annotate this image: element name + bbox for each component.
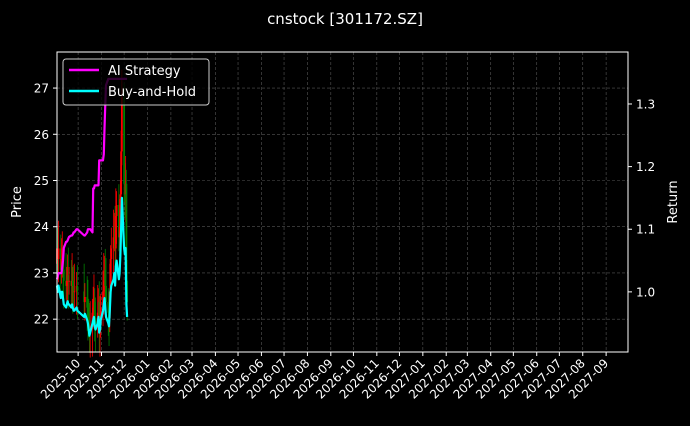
candle-body <box>112 237 115 249</box>
candle-body <box>71 280 74 286</box>
candle-body <box>76 285 79 292</box>
candle-body <box>65 280 68 286</box>
candle-body <box>120 151 123 195</box>
candle-body <box>119 194 122 227</box>
candle-body <box>62 269 65 281</box>
candle-body <box>86 296 89 308</box>
legend-label-ai-strategy: AI Strategy <box>108 64 181 79</box>
candle-body <box>107 302 110 313</box>
candle-body <box>105 285 107 303</box>
candle-body <box>68 280 70 282</box>
right-y-tick-label: 1.0 <box>636 285 655 299</box>
legend-label-buy-and-hold: Buy-and-Hold <box>108 85 196 100</box>
left-y-tick-label: 23 <box>34 266 49 280</box>
candle-body <box>120 97 123 152</box>
left-y-label: Price <box>10 186 25 218</box>
x-axis: 2025-102025-112025-122026-012026-022026-… <box>38 352 611 402</box>
candle-body <box>83 291 86 303</box>
candle-body <box>102 291 104 308</box>
candle-body <box>104 269 107 286</box>
candle-body <box>115 205 118 217</box>
right-y-tick-label: 1.2 <box>636 160 655 174</box>
candle-body <box>84 296 86 303</box>
left-y-tick-label: 22 <box>34 313 49 327</box>
candle-body <box>72 285 75 292</box>
candle-body <box>87 312 90 324</box>
candle-body <box>118 226 121 238</box>
candle-body <box>123 97 126 184</box>
candle-body <box>92 307 95 313</box>
candle-body <box>125 183 128 281</box>
left-y-tick-label: 25 <box>34 174 49 188</box>
left-y-axis: 22 23 24 25 26 27 <box>34 82 57 327</box>
series-line-buy-and-hold <box>55 196 129 337</box>
candle-body <box>67 275 70 281</box>
plot-frame <box>56 51 629 353</box>
candle-body <box>114 216 117 249</box>
chart-title: cnstock [301172.SZ] <box>267 10 423 28</box>
right-y-tick-label: 1.3 <box>636 97 655 111</box>
legend: AI Strategy Buy-and-Hold <box>62 58 210 106</box>
candle-body <box>94 318 97 324</box>
candle-body <box>57 248 60 260</box>
legend-box <box>62 58 210 106</box>
candle-body <box>73 291 76 293</box>
candle-body <box>110 248 113 260</box>
right-y-tick-label: 1.1 <box>636 223 655 237</box>
candle-body <box>98 302 101 329</box>
left-y-tick-label: 26 <box>34 128 49 142</box>
left-y-tick-label: 27 <box>34 82 49 96</box>
candle-body <box>117 205 120 238</box>
right-y-label: Return <box>666 180 681 223</box>
candle-body <box>87 307 89 313</box>
candle-body <box>93 302 96 319</box>
right-y-axis: 1.0 1.1 1.2 1.3 <box>628 97 655 299</box>
candle-body <box>102 280 105 292</box>
series-line-ai-strategy <box>55 77 128 280</box>
left-y-tick-label: 24 <box>34 220 49 234</box>
candle-body <box>109 259 112 292</box>
